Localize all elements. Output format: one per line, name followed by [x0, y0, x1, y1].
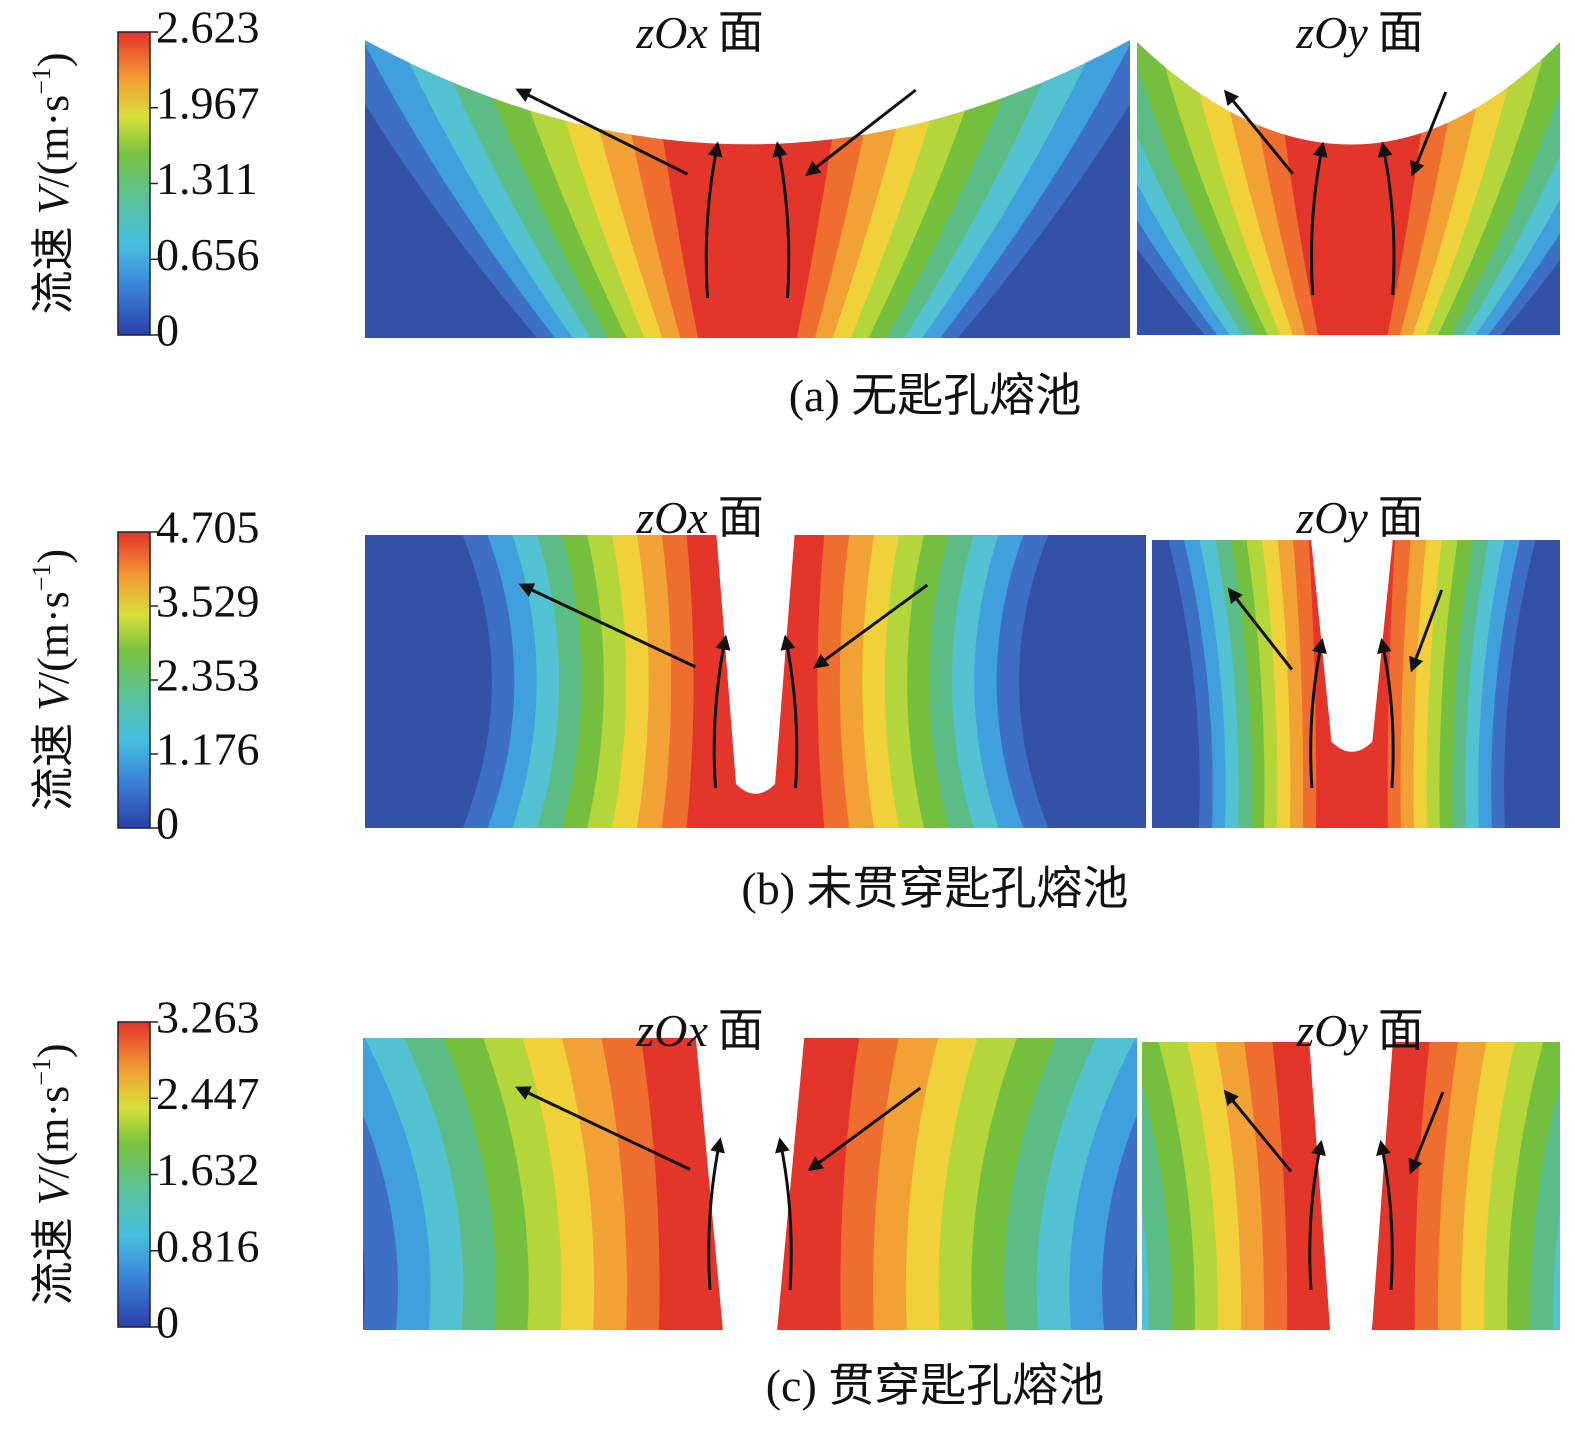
view-plane: zOx: [635, 1005, 708, 1056]
label-part: −1: [27, 564, 56, 592]
flow-arrow: [1376, 1139, 1394, 1291]
view-suffix: 面: [718, 7, 764, 58]
flow-arrow: [772, 141, 791, 299]
flow-arrow: [1308, 1139, 1326, 1291]
flow-arrow: [1223, 1089, 1293, 1173]
label-part: 流速: [29, 1218, 78, 1306]
flow-arrow: [807, 1086, 922, 1172]
contour-view: [1152, 540, 1560, 828]
flow-arrow: [805, 88, 917, 176]
colorbar-tick-label: 1.967: [156, 77, 260, 128]
flow-arrow: [1223, 89, 1294, 175]
flow-arrow: [1227, 587, 1294, 671]
colorbar-label: 流速 V/(m·s−1): [27, 549, 78, 811]
colorbar-tick-label: 1.176: [156, 724, 260, 775]
flow-arrow: [518, 583, 697, 669]
flow-arrow: [775, 1137, 793, 1291]
label-part: ): [29, 549, 78, 564]
label-part: V: [29, 1174, 78, 1206]
colorbar: [117, 1021, 151, 1328]
view-plane: zOy: [1295, 492, 1368, 543]
colorbar-tick-label: 3.529: [156, 576, 260, 627]
label-part: V: [29, 183, 78, 215]
keyhole: [695, 1038, 805, 1330]
colorbar-tick-label: 2.353: [156, 650, 260, 701]
keyhole: [1311, 540, 1393, 752]
caption: (b) 未贯穿匙孔熔池: [741, 863, 1128, 914]
view-label: zOx 面: [635, 492, 764, 543]
keyhole: [716, 535, 795, 794]
colorbar-tick-label: 0: [156, 798, 179, 849]
surface: [1137, 42, 1560, 145]
flow-arrow: [1309, 141, 1328, 296]
colorbar: [117, 531, 151, 829]
colorbar-tick-label: 3.263: [156, 992, 260, 1043]
label-part: /(m·s: [29, 1086, 78, 1179]
view-suffix: 面: [1378, 1005, 1424, 1056]
view-label: zOy 面: [1295, 7, 1424, 58]
flow-arrow: [813, 583, 929, 669]
view-suffix: 面: [718, 492, 764, 543]
colorbar-tick-label: 0: [156, 305, 179, 356]
label-part: ): [29, 52, 78, 67]
label-part: /(m·s: [29, 95, 78, 188]
colorbar-tick-label: 4.705: [156, 502, 260, 553]
label-part: −1: [27, 1058, 56, 1086]
view-label: zOx 面: [635, 1005, 764, 1056]
flow-arrow: [1410, 91, 1448, 177]
flow-arrow: [707, 1137, 725, 1291]
colorbar-tick-label: 0.656: [156, 229, 260, 280]
colorbar-tick-label: 2.447: [156, 1068, 260, 1119]
label-part: ): [29, 1043, 78, 1058]
view-plane: zOx: [635, 492, 708, 543]
contour-view: [1142, 1042, 1560, 1330]
keyhole: [1309, 1042, 1393, 1330]
surface: [365, 40, 1130, 145]
flow-arrow: [1409, 589, 1444, 673]
flow-arrow: [515, 88, 689, 176]
label-part: 流速: [29, 227, 78, 315]
view-suffix: 面: [1378, 7, 1424, 58]
contour-view: [1137, 42, 1560, 335]
view-plane: zOx: [635, 7, 708, 58]
caption: (a) 无匙孔熔池: [789, 370, 1082, 421]
view-plane: zOy: [1295, 1005, 1368, 1056]
view-label: zOx 面: [635, 7, 764, 58]
colorbar-tick-label: 1.311: [156, 153, 258, 204]
flow-arrow: [515, 1086, 691, 1171]
contour-view: [365, 535, 1146, 828]
flow-arrow: [780, 634, 799, 789]
colorbar-tick-label: 0.816: [156, 1220, 260, 1271]
label-part: /(m·s: [29, 591, 78, 684]
contour-view: [363, 1038, 1137, 1330]
flow-arrow: [1377, 141, 1396, 296]
flow-arrow: [1377, 637, 1395, 789]
colorbar-tick-label: 1.632: [156, 1144, 260, 1195]
colorbar-tick-label: 2.623: [156, 2, 260, 53]
contour-view: [365, 40, 1130, 338]
view-label: zOy 面: [1295, 1005, 1424, 1056]
colorbar-tick-label: 0: [156, 1297, 179, 1348]
colorbar-label: 流速 V/(m·s−1): [27, 52, 78, 314]
view-suffix: 面: [1378, 492, 1424, 543]
flow-arrow: [1309, 637, 1327, 789]
colorbar-label: 流速 V/(m·s−1): [27, 1043, 78, 1305]
flow-arrow: [1408, 1091, 1445, 1175]
label-part: 流速: [29, 723, 78, 811]
caption: (c) 贯穿匙孔熔池: [766, 1360, 1105, 1411]
view-plane: zOy: [1295, 7, 1368, 58]
flow-arrow: [704, 141, 723, 299]
flow-arrow: [712, 634, 731, 789]
label-part: −1: [27, 67, 56, 95]
label-part: V: [29, 679, 78, 711]
view-suffix: 面: [718, 1005, 764, 1056]
colorbar: [117, 31, 151, 336]
view-label: zOy 面: [1295, 492, 1424, 543]
